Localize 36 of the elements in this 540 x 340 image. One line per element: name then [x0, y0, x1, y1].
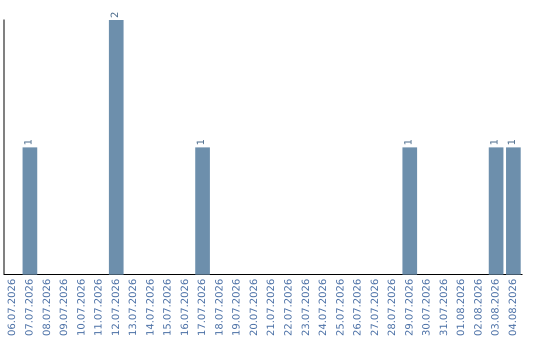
x-tick-label: 10.07.2026	[76, 278, 88, 336]
data-label: 1	[23, 138, 34, 146]
x-tick-label: 26.07.2026	[352, 278, 364, 336]
x-tick-label: 31.07.2026	[438, 278, 450, 336]
x-tick-label: 16.07.2026	[180, 278, 191, 336]
x-tick-label: 11.07.2026	[94, 278, 105, 336]
x-tick-label: 13.07.2026	[128, 278, 140, 336]
x-tick-label: 02.08.2026	[473, 278, 484, 336]
data-label: 1	[196, 138, 208, 146]
x-tick-label: 17.07.2026	[197, 278, 208, 336]
x-tick-label: 03.08.2026	[490, 278, 502, 336]
x-tick-label: 24.07.2026	[318, 278, 330, 336]
data-label: 1	[403, 138, 414, 146]
x-tick-label: 12.07.2026	[110, 278, 122, 336]
x-tick-label: 20.07.2026	[248, 278, 260, 336]
x-tick-label: 07.07.2026	[24, 278, 36, 336]
x-tick-label: 30.07.2026	[422, 278, 433, 336]
data-label: 1	[490, 138, 501, 146]
x-tick-label: 09.07.2026	[59, 278, 70, 336]
x-tick-label: 08.07.2026	[42, 278, 53, 336]
x-tick-label: 15.07.2026	[162, 278, 174, 336]
x-tick-label: 04.08.2026	[508, 278, 519, 336]
x-tick-label: 14.07.2026	[145, 278, 156, 336]
x-tick-label: 22.07.2026	[283, 278, 294, 336]
data-label: 2	[110, 12, 121, 18]
x-tick-label: 25.07.2026	[335, 278, 346, 336]
x-tick-label: 28.07.2026	[387, 278, 398, 336]
x-tick-label: 27.07.2026	[370, 278, 381, 336]
x-tick-label: 21.07.2026	[266, 278, 278, 336]
x-tick-label: 29.07.2026	[404, 278, 416, 336]
x-tick-label: 18.07.2026	[214, 278, 226, 336]
x-tick-label: 19.07.2026	[232, 278, 243, 336]
x-tick-label: 06.07.2026	[7, 278, 18, 336]
x-tick-label: 01.08.2026	[456, 278, 468, 336]
x-tick-label: 23.07.2026	[300, 278, 312, 336]
data-label: 1	[506, 138, 518, 146]
